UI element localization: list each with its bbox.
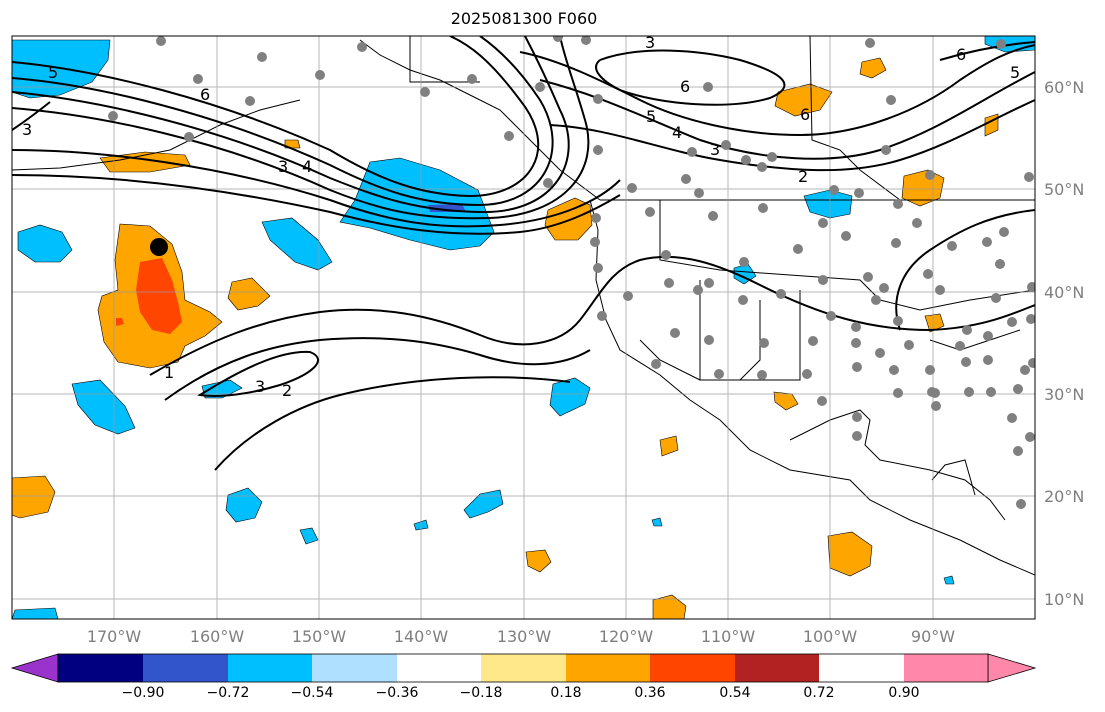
colorbar-extend-low xyxy=(10,653,59,683)
lon-label: 140°W xyxy=(394,627,449,646)
contour-label: 1 xyxy=(164,363,174,382)
contour-label: 5 xyxy=(646,107,656,126)
contour-label: 2 xyxy=(282,381,292,400)
lon-label: 150°W xyxy=(292,627,347,646)
contour-label: 5 xyxy=(48,63,58,82)
lon-label: 120°W xyxy=(599,627,654,646)
map-frame xyxy=(11,35,1036,620)
colorbar-ticks: −0.90 −0.72 −0.54 −0.36 −0.18 0.18 0.36 … xyxy=(122,685,920,701)
contour-label: 6 xyxy=(800,105,810,124)
lat-label: 30°N xyxy=(1044,385,1084,404)
colorbar-tick-label: 0.36 xyxy=(634,685,665,701)
colorbar-segment xyxy=(481,654,566,682)
longitude-labels: 170°W 160°W 150°W 140°W 130°W 120°W 110°… xyxy=(87,627,955,646)
colorbar-segment xyxy=(566,654,650,682)
contour-labels: 5 6 3 4 3 2 5 4 3 6 6 3 1 3 2 6 5 xyxy=(22,33,1020,400)
colorbar-extend-high xyxy=(987,653,1037,683)
lon-label: 160°W xyxy=(190,627,245,646)
contour-label: 3 xyxy=(710,140,720,159)
contour-label: 5 xyxy=(1010,63,1020,82)
focus-point-marker xyxy=(150,238,168,256)
contour-lines xyxy=(12,36,1035,471)
lat-label: 40°N xyxy=(1044,283,1084,302)
contour-label: 3 xyxy=(278,157,288,176)
colorbar-segment xyxy=(143,654,228,682)
colorbar: −0.90 −0.72 −0.54 −0.36 −0.18 0.18 0.36 … xyxy=(10,653,1037,701)
colorbar-segment xyxy=(735,654,819,682)
lon-label: 170°W xyxy=(87,627,142,646)
contour-label: 3 xyxy=(22,120,32,139)
contour-label: 4 xyxy=(672,123,682,142)
colorbar-tick-label: −0.90 xyxy=(122,685,165,701)
graticule xyxy=(12,36,1035,619)
contour-label: 6 xyxy=(956,45,966,64)
lat-label: 20°N xyxy=(1044,487,1084,506)
colorbar-tick-label: 0.54 xyxy=(719,685,750,701)
contour-label: 6 xyxy=(200,85,210,104)
colorbar-segment xyxy=(58,654,143,682)
lat-label: 10°N xyxy=(1044,590,1084,609)
lon-label: 130°W xyxy=(497,627,552,646)
colorbar-tick-label: −0.54 xyxy=(291,685,334,701)
colorbar-segment xyxy=(650,654,735,682)
colorbar-segment xyxy=(904,654,988,682)
colorbar-tick-label: −0.18 xyxy=(460,685,503,701)
colorbar-tick-label: 0.90 xyxy=(888,685,919,701)
colorbar-segment xyxy=(312,654,397,682)
lon-label: 90°W xyxy=(911,627,955,646)
lon-label: 110°W xyxy=(701,627,756,646)
colorbar-outline xyxy=(57,653,989,683)
contour-label: 6 xyxy=(680,77,690,96)
colorbar-tick-label: 0.18 xyxy=(550,685,581,701)
lon-label: 100°W xyxy=(803,627,858,646)
contour-label: 2 xyxy=(798,167,808,186)
coastlines-and-borders xyxy=(12,36,1035,576)
contour-label: 3 xyxy=(255,377,265,396)
colorbar-segment xyxy=(228,654,312,682)
latitude-labels: 60°N 50°N 40°N 30°N 20°N 10°N xyxy=(1044,78,1084,609)
lat-label: 60°N xyxy=(1044,78,1084,97)
colorbar-tick-label: −0.36 xyxy=(376,685,419,701)
strong-positive-core xyxy=(116,258,182,334)
station-markers xyxy=(108,36,1035,509)
colorbar-segment xyxy=(397,654,481,682)
colorbar-tick-label: −0.72 xyxy=(207,685,250,701)
contour-label: 4 xyxy=(302,157,312,176)
map-title: 2025081300 F060 xyxy=(450,9,598,28)
colorbar-segments xyxy=(58,654,988,682)
colorbar-tick-label: 0.72 xyxy=(803,685,834,701)
lat-label: 50°N xyxy=(1044,180,1084,199)
contour-label: 3 xyxy=(645,33,655,52)
